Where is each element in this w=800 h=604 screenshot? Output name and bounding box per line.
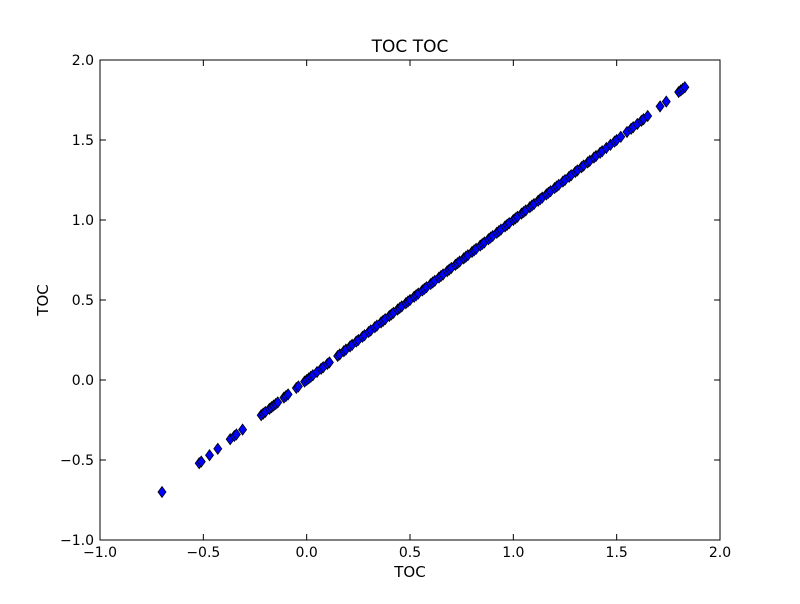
data-markers (157, 81, 690, 499)
x-tick-label: 0.5 (399, 545, 421, 561)
x-tick-label: 0.0 (296, 545, 318, 561)
x-tick-label: −0.5 (186, 545, 220, 561)
x-tick-label: −1.0 (83, 545, 117, 561)
y-tick-label: 0.0 (72, 373, 94, 389)
data-point (157, 485, 167, 499)
data-point (661, 95, 671, 108)
y-tick-label: 1.5 (72, 133, 94, 149)
data-point (293, 380, 303, 393)
data-point (238, 423, 248, 436)
data-point (655, 100, 665, 113)
data-point (643, 109, 653, 123)
plot-frame (99, 59, 721, 541)
y-tick-label: −0.5 (60, 453, 94, 469)
y-tick-label: 2.0 (72, 53, 94, 69)
y-tick-label: −1.0 (60, 533, 94, 549)
y-tick-label: 0.5 (72, 293, 94, 309)
x-tick-label: 1.5 (606, 545, 628, 561)
x-tick-label: 1.0 (502, 545, 524, 561)
data-point (196, 455, 206, 468)
data-point (205, 449, 215, 462)
y-tick-label: 1.0 (72, 213, 94, 229)
data-point (213, 442, 223, 455)
data-point (680, 81, 690, 94)
data-point (273, 396, 283, 409)
data-point (283, 388, 293, 401)
data-point (231, 428, 241, 441)
x-axis-label: TOC (393, 563, 425, 581)
tick-labels: −1.0 −0.5 0.0 0.5 1.0 1.5 2.0 −1.0 −0.5 0.0 0.5 1.0… (60, 53, 731, 561)
x-tick-label: 2.0 (709, 545, 731, 561)
chart-title: TOC TOC (371, 37, 449, 57)
y-axis-label: TOC (34, 284, 52, 316)
data-point (616, 130, 626, 143)
data-point (324, 356, 334, 369)
